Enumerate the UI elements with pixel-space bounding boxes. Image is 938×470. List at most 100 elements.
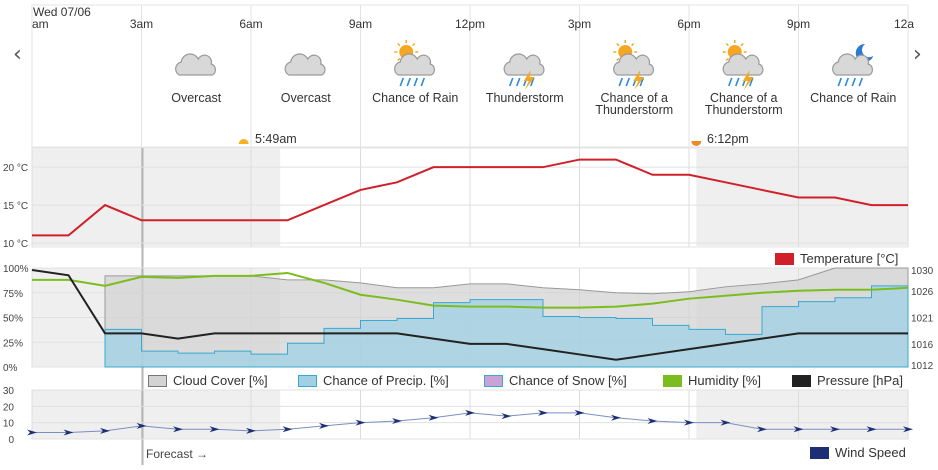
sun-ray bbox=[631, 42, 635, 47]
legend-pressure-label: Pressure [hPa] bbox=[817, 373, 903, 388]
next-day-button[interactable]: › bbox=[913, 42, 922, 67]
cloud-shape bbox=[613, 53, 654, 76]
wind-arrow-marker bbox=[465, 409, 475, 416]
sun-ray bbox=[740, 42, 744, 47]
sun-ray bbox=[616, 57, 620, 62]
time-tick-label: 3am bbox=[130, 17, 153, 31]
rain-drop bbox=[728, 77, 733, 87]
wind-arrow-marker bbox=[866, 426, 877, 433]
rain-drop bbox=[406, 77, 411, 87]
sun-cloud-rain-icon bbox=[394, 40, 435, 87]
wind-tick-label: 30 bbox=[3, 386, 15, 397]
lightning-shape bbox=[523, 70, 535, 90]
moon-cloud-rain-icon bbox=[832, 43, 874, 87]
temp-tick-label: 15 °C bbox=[3, 201, 28, 212]
cloud-thunder-icon bbox=[503, 53, 545, 90]
time-tick-label: 3pm bbox=[568, 17, 591, 31]
rain-drop bbox=[837, 77, 842, 87]
wind-tick-label: 20 bbox=[3, 402, 15, 413]
pressure-tick-label: 1016 bbox=[911, 340, 934, 351]
wind-arrow-marker bbox=[282, 426, 293, 433]
rain-drop bbox=[516, 77, 521, 87]
percent-tick-label: 50% bbox=[3, 314, 23, 325]
rain-drop bbox=[858, 77, 863, 87]
sun-cloud-thunder-icon bbox=[613, 40, 654, 90]
legend-snow-label: Chance of Snow [%] bbox=[509, 373, 627, 388]
sunset-time: 6:12pm bbox=[707, 132, 749, 146]
legend-temperature-label: Temperature [°C] bbox=[800, 251, 899, 266]
percent-tick-label: 25% bbox=[3, 338, 23, 349]
legend-pressure-swatch bbox=[792, 374, 811, 387]
wind-arrow-marker bbox=[27, 429, 37, 436]
legend-humidity-label: Humidity [%] bbox=[688, 373, 761, 388]
sun-ray bbox=[397, 57, 401, 62]
condition-label: Overcast bbox=[171, 91, 222, 105]
rain-drop bbox=[749, 77, 754, 87]
rain-drop bbox=[625, 77, 630, 87]
rain-drop bbox=[413, 77, 418, 87]
cloud-shape bbox=[394, 53, 435, 76]
rain-drop bbox=[509, 77, 514, 87]
time-tick-label: 9pm bbox=[787, 17, 810, 31]
condition-label: Chance of a Thunderstorm bbox=[595, 91, 674, 117]
condition-label: Overcast bbox=[280, 91, 331, 105]
wind-arrow-marker bbox=[428, 414, 439, 421]
temp-tick-label: 20 °C bbox=[3, 163, 28, 174]
wind-panel-night-early bbox=[32, 390, 281, 439]
temp-tick-label: 10 °C bbox=[3, 239, 28, 250]
previous-day-button[interactable]: ‹ bbox=[13, 42, 22, 67]
lightning-shape bbox=[633, 70, 645, 90]
legend-cloud-cover-swatch bbox=[148, 374, 167, 387]
pressure-tick-label: 1021 bbox=[911, 314, 934, 325]
legend-wind[interactable]: Wind Speed bbox=[810, 445, 906, 460]
wind-arrow-marker bbox=[63, 429, 74, 436]
legend-humidity[interactable]: Humidity [%] bbox=[663, 373, 761, 388]
rain-drop bbox=[735, 77, 740, 87]
cloud-shape bbox=[503, 53, 545, 76]
date-label: Wed 07/06 bbox=[33, 5, 91, 19]
wind-arrow-marker bbox=[501, 413, 512, 420]
wind-panel-night-late bbox=[696, 390, 908, 439]
sun-ray bbox=[616, 42, 620, 47]
temperature-line bbox=[32, 158, 908, 237]
legend-wind-swatch bbox=[810, 446, 829, 459]
cloud-shape bbox=[832, 53, 873, 76]
cloud-shape bbox=[175, 53, 216, 76]
pressure-tick-label: 1030 bbox=[911, 266, 934, 277]
rain-drop bbox=[530, 77, 535, 87]
legend-precip-label: Chance of Precip. [%] bbox=[323, 373, 449, 388]
humidity-line bbox=[32, 271, 909, 309]
wind-tick-label: 10 bbox=[3, 419, 15, 430]
legend-temperature[interactable]: Temperature [°C] bbox=[775, 251, 898, 266]
time-tick-label: 9am bbox=[349, 17, 372, 31]
wind-arrow-marker bbox=[574, 409, 585, 416]
sunset-icon bbox=[691, 141, 702, 146]
legend-snow[interactable]: Chance of Snow [%] bbox=[484, 373, 627, 388]
wind-arrow-marker bbox=[903, 426, 913, 433]
time-tick-label: 12pm bbox=[455, 17, 485, 31]
legend-cloud-cover-label: Cloud Cover [%] bbox=[173, 373, 268, 388]
wind-arrow-marker bbox=[246, 427, 256, 434]
time-tick-label: 12a bbox=[894, 17, 914, 31]
rain-drop bbox=[844, 77, 849, 87]
sun-ray bbox=[725, 57, 729, 62]
condition-label: Chance of a Thunderstorm bbox=[704, 91, 783, 117]
sun-ray bbox=[397, 42, 401, 47]
legend-precip-swatch bbox=[298, 374, 317, 387]
rain-drop bbox=[399, 77, 404, 87]
legend-pressure[interactable]: Pressure [hPa] bbox=[792, 373, 903, 388]
time-tick-label: am bbox=[32, 17, 49, 31]
pressure-line bbox=[31, 269, 908, 361]
rain-drop bbox=[851, 77, 856, 87]
legend-cloud-cover[interactable]: Cloud Cover [%] bbox=[148, 373, 268, 388]
pressure-tick-label: 1012 bbox=[911, 361, 934, 372]
wind-arrow-marker bbox=[392, 418, 402, 425]
wind-arrow-marker bbox=[100, 427, 110, 434]
legend-precip[interactable]: Chance of Precip. [%] bbox=[298, 373, 449, 388]
sun-ray bbox=[725, 42, 729, 47]
cloud-shape bbox=[284, 53, 326, 76]
wind-arrow-marker bbox=[684, 419, 694, 426]
rain-drop bbox=[420, 77, 425, 87]
